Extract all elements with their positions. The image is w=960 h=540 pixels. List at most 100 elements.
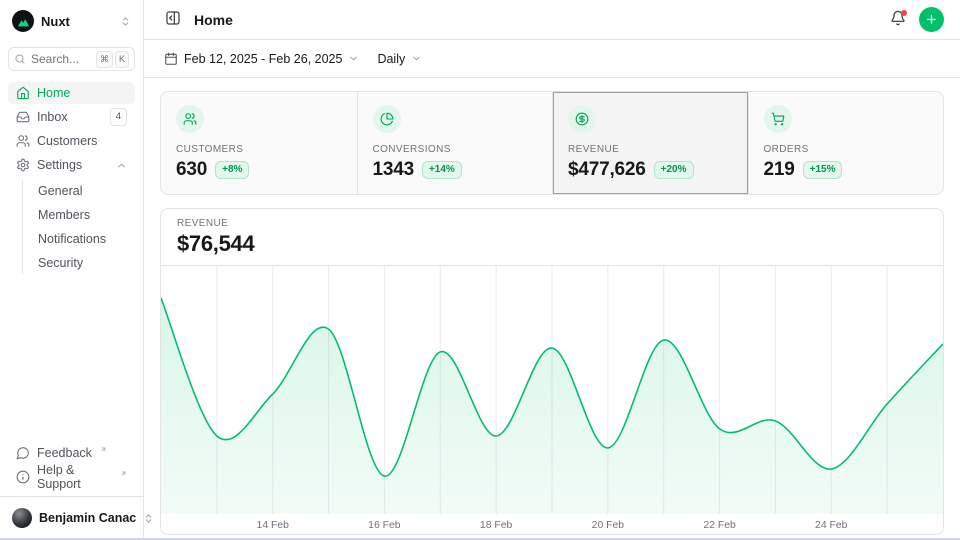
stat-value: 1343: [373, 159, 414, 181]
sidebar-item-security[interactable]: Security: [36, 252, 135, 274]
sidebar-item-feedback[interactable]: Feedback: [8, 442, 135, 464]
avatar: [12, 508, 32, 528]
stats-row: CUSTOMERS 630 +8% CONVERSIONS 1343 +14%: [160, 91, 944, 195]
sidebar-item-label: Notifications: [38, 232, 106, 246]
main-area: Home Feb 12, 2: [144, 0, 960, 540]
stat-value: 630: [176, 159, 207, 181]
dashboard-content: CUSTOMERS 630 +8% CONVERSIONS 1343 +14%: [144, 78, 960, 540]
stat-delta-badge: +20%: [654, 161, 694, 179]
sidebar-item-label: Settings: [37, 158, 82, 172]
stat-value: 219: [764, 159, 795, 181]
chart-plot-area[interactable]: 14 Feb 16 Feb 18 Feb 20 Feb 22 Feb 24 Feb: [161, 266, 943, 534]
stat-label: ORDERS: [764, 144, 929, 155]
period-select[interactable]: Daily: [373, 48, 426, 70]
chevrons-up-down-icon: [120, 16, 131, 27]
chart-total: $76,544: [177, 231, 927, 257]
search-icon: [14, 53, 26, 65]
sidebar-item-label: Feedback: [37, 446, 92, 460]
revenue-area-chart: 14 Feb 16 Feb 18 Feb 20 Feb 22 Feb 24 Feb: [161, 266, 943, 534]
period-value: Daily: [377, 52, 405, 66]
user-name: Benjamin Canac: [39, 511, 136, 525]
revenue-chart-card: REVENUE $76,544 14 Feb 16 Feb 18 Feb 20 Feb…: [160, 208, 944, 535]
stat-card-revenue[interactable]: REVENUE $477,626 +20%: [552, 92, 748, 194]
svg-text:16 Feb: 16 Feb: [368, 520, 401, 531]
search-input[interactable]: Search... ⌘ K: [8, 47, 135, 71]
stat-label: CUSTOMERS: [176, 144, 342, 155]
svg-text:14 Feb: 14 Feb: [257, 520, 290, 531]
svg-text:20 Feb: 20 Feb: [592, 520, 625, 531]
sidebar-item-help-support[interactable]: Help & Support: [8, 466, 135, 488]
sidebar-spacer: [8, 276, 135, 442]
users-icon: [176, 105, 204, 133]
sidebar: Nuxt Search... ⌘ K Home: [0, 0, 144, 540]
sidebar-nav: Home Inbox 4 Customers Settings: [8, 82, 135, 276]
kbd-k: K: [115, 51, 129, 68]
top-header: Home: [144, 0, 960, 40]
search-placeholder: Search...: [31, 52, 79, 66]
sidebar-item-members[interactable]: Members: [36, 204, 135, 226]
external-link-icon: [100, 446, 107, 453]
sidebar-item-inbox[interactable]: Inbox 4: [8, 106, 135, 128]
sidebar-item-label: Inbox: [37, 110, 68, 124]
info-circle-icon: [16, 470, 30, 484]
sidebar-item-general[interactable]: General: [36, 180, 135, 202]
dollar-circle-icon: [568, 105, 596, 133]
stat-delta-badge: +14%: [422, 161, 462, 179]
notifications-button[interactable]: [885, 7, 911, 33]
date-range-value: Feb 12, 2025 - Feb 26, 2025: [184, 52, 342, 66]
message-circle-icon: [16, 446, 30, 460]
date-range-picker[interactable]: Feb 12, 2025 - Feb 26, 2025: [160, 48, 363, 70]
chevron-up-icon: [116, 160, 127, 171]
sidebar-item-label: Help & Support: [37, 463, 112, 491]
inbox-icon: [16, 110, 30, 124]
chevron-down-icon: [411, 53, 422, 64]
plus-icon: [925, 13, 938, 26]
filters-toolbar: Feb 12, 2025 - Feb 26, 2025 Daily: [144, 40, 960, 78]
users-icon: [16, 134, 30, 148]
sidebar-item-customers[interactable]: Customers: [8, 130, 135, 152]
svg-text:18 Feb: 18 Feb: [480, 520, 513, 531]
sidebar-item-label: General: [38, 184, 82, 198]
sidebar-item-label: Home: [37, 86, 70, 100]
app-root: Nuxt Search... ⌘ K Home: [0, 0, 960, 540]
stat-label: REVENUE: [568, 144, 733, 155]
user-menu[interactable]: Benjamin Canac: [8, 504, 135, 532]
divider: [0, 496, 143, 497]
calendar-icon: [164, 52, 178, 66]
stat-label: CONVERSIONS: [373, 144, 538, 155]
sidebar-item-notifications[interactable]: Notifications: [36, 228, 135, 250]
pie-chart-icon: [373, 105, 401, 133]
sidebar-item-label: Customers: [37, 134, 97, 148]
chart-label: REVENUE: [177, 218, 927, 229]
panel-left-close-icon: [165, 10, 181, 29]
stat-card-conversions[interactable]: CONVERSIONS 1343 +14%: [357, 92, 553, 194]
workspace-name: Nuxt: [41, 14, 70, 29]
settings-submenu: General Members Notifications Security: [22, 180, 135, 274]
stat-value: $477,626: [568, 159, 646, 181]
notification-dot: [901, 10, 907, 16]
sidebar-item-label: Members: [38, 208, 90, 222]
sidebar-footer-nav: Feedback Help & Support: [8, 442, 135, 488]
sidebar-collapse-button[interactable]: [160, 7, 186, 33]
stat-card-customers[interactable]: CUSTOMERS 630 +8%: [161, 92, 357, 194]
kbd-cmd: ⌘: [96, 51, 113, 68]
search-shortcut: ⌘ K: [96, 51, 129, 68]
svg-text:24 Feb: 24 Feb: [815, 520, 848, 531]
cart-icon: [764, 105, 792, 133]
page-title: Home: [194, 12, 233, 28]
stat-delta-badge: +15%: [803, 161, 843, 179]
external-link-icon: [120, 470, 127, 477]
inbox-count-badge: 4: [110, 108, 127, 126]
sidebar-item-settings[interactable]: Settings: [8, 154, 135, 176]
svg-text:22 Feb: 22 Feb: [703, 520, 736, 531]
gear-icon: [16, 158, 30, 172]
chevron-down-icon: [348, 53, 359, 64]
sidebar-item-home[interactable]: Home: [8, 82, 135, 104]
stat-card-orders[interactable]: ORDERS 219 +15%: [748, 92, 944, 194]
home-icon: [16, 86, 30, 100]
workspace-switcher[interactable]: Nuxt: [8, 8, 135, 34]
add-button[interactable]: [919, 7, 944, 32]
chart-header: REVENUE $76,544: [161, 209, 943, 266]
nuxt-logo-icon: [12, 10, 34, 32]
sidebar-item-label: Security: [38, 256, 83, 270]
